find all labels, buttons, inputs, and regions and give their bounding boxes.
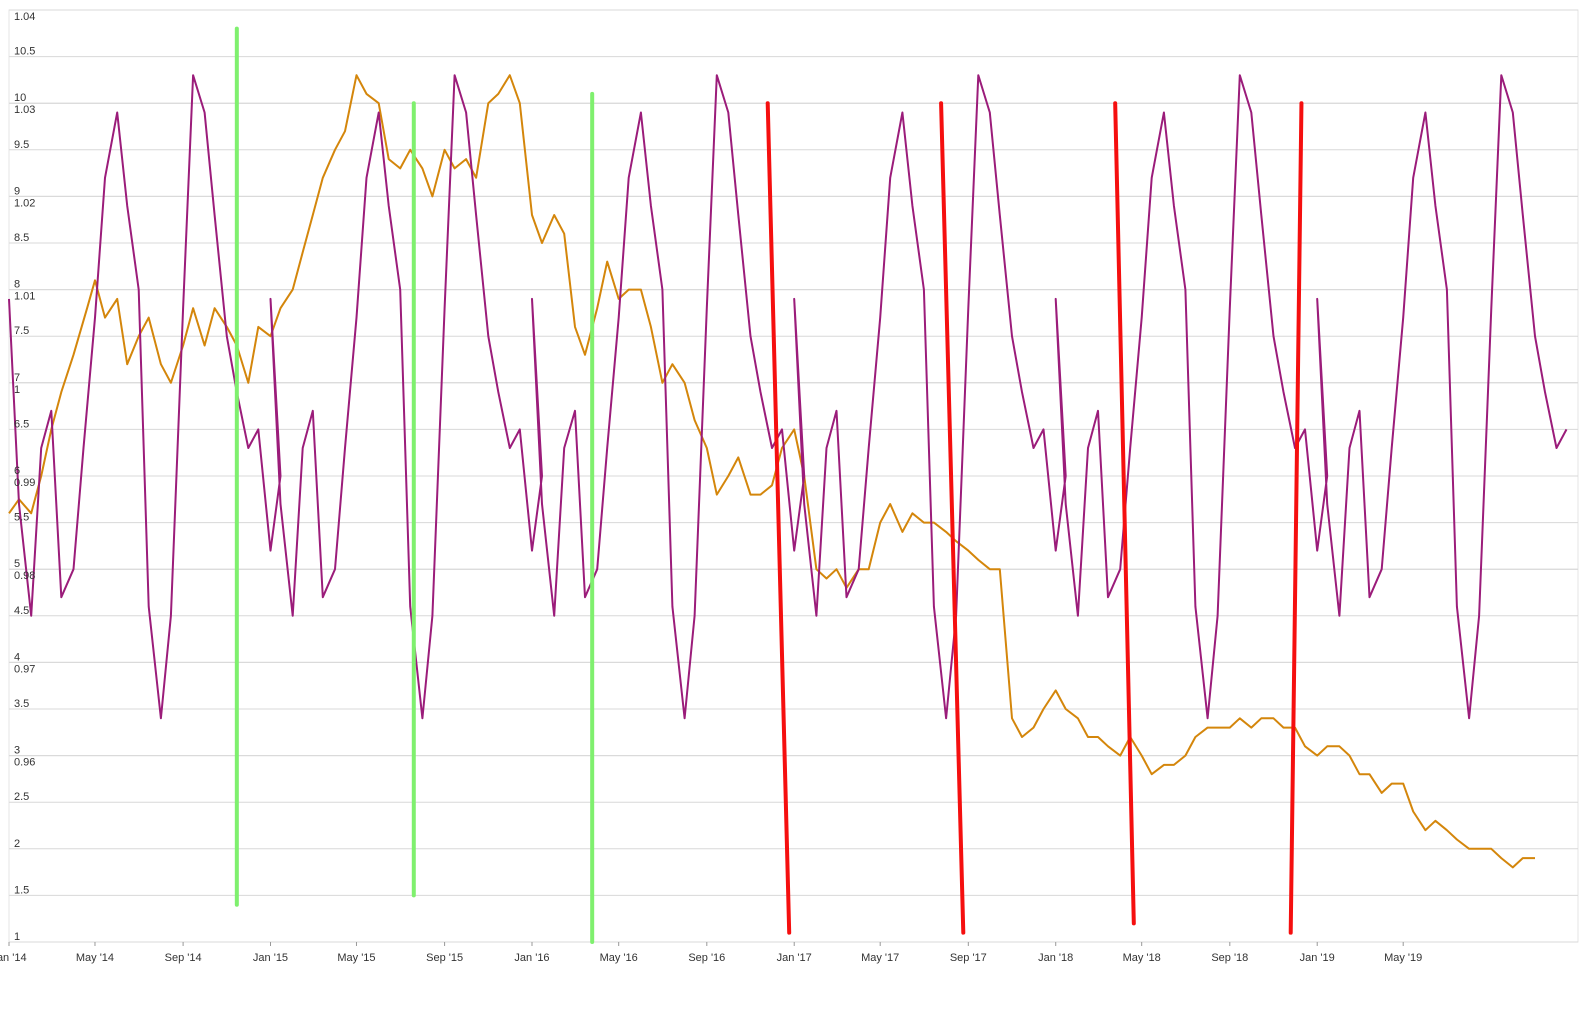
y-tick-label-primary: 2.5 bbox=[14, 791, 29, 803]
y-tick-label-primary: 7.5 bbox=[14, 325, 29, 337]
y-tick-label-primary: 9.5 bbox=[14, 139, 29, 151]
x-tick-label: May '19 bbox=[1384, 952, 1422, 964]
y-tick-label-secondary: 1 bbox=[14, 384, 20, 396]
y-tick-label-primary: 3.5 bbox=[14, 698, 29, 710]
x-tick-label: Sep '17 bbox=[950, 952, 987, 964]
x-tick-label: Jan '17 bbox=[777, 952, 812, 964]
y-tick-label-primary: 4 bbox=[14, 651, 20, 663]
axes: 11.522.533.544.555.566.577.588.599.51010… bbox=[0, 11, 1422, 964]
x-tick-label: May '15 bbox=[337, 952, 375, 964]
y-tick-label-primary: 8.5 bbox=[14, 232, 29, 244]
x-tick-label: Sep '14 bbox=[165, 952, 202, 964]
y-tick-label-primary: 7 bbox=[14, 372, 20, 384]
x-tick-label: Jan '14 bbox=[0, 952, 27, 964]
y-tick-label-primary: 6.5 bbox=[14, 418, 29, 430]
annotation-line-6 bbox=[1113, 101, 1136, 926]
y-tick-label-primary: 1 bbox=[14, 931, 20, 943]
x-tick-label: Sep '16 bbox=[688, 952, 725, 964]
x-tick-label: May '18 bbox=[1123, 952, 1161, 964]
y-tick-label-secondary: 0.99 bbox=[14, 477, 35, 489]
y-tick-label-secondary: 0.96 bbox=[14, 757, 35, 769]
y-tick-label-primary: 9 bbox=[14, 185, 20, 197]
annotation-line-4 bbox=[765, 101, 792, 935]
y-tick-label-primary: 5.5 bbox=[14, 512, 29, 524]
x-tick-label: May '16 bbox=[600, 952, 638, 964]
y-tick-label-secondary: 0.98 bbox=[14, 570, 35, 582]
series-line-1 bbox=[8, 74, 1535, 869]
x-tick-label: Sep '18 bbox=[1211, 952, 1248, 964]
x-tick-label: Sep '15 bbox=[426, 952, 463, 964]
series-group bbox=[8, 74, 1568, 869]
y-tick-label-primary: 6 bbox=[14, 465, 20, 477]
x-tick-label: Jan '19 bbox=[1300, 952, 1335, 964]
y-tick-label-secondary: 1.04 bbox=[14, 11, 35, 23]
y-tick-label-primary: 10 bbox=[14, 92, 26, 104]
y-tick-label-primary: 3 bbox=[14, 745, 20, 757]
x-tick-label: May '14 bbox=[76, 952, 114, 964]
y-tick-label-primary: 8 bbox=[14, 279, 20, 291]
y-tick-label-secondary: 1.01 bbox=[14, 291, 35, 303]
annotation-line-5 bbox=[939, 101, 966, 935]
y-tick-label-secondary: 0.97 bbox=[14, 663, 35, 675]
x-tick-label: Jan '16 bbox=[514, 952, 549, 964]
y-tick-label-secondary: 1.02 bbox=[14, 197, 35, 209]
annotation-group bbox=[234, 26, 1304, 944]
annotation-line-7 bbox=[1288, 101, 1304, 935]
x-tick-label: Jan '18 bbox=[1038, 952, 1073, 964]
grid bbox=[9, 9, 1578, 943]
y-tick-label-primary: 4.5 bbox=[14, 605, 29, 617]
y-tick-label-primary: 5 bbox=[14, 558, 20, 570]
x-tick-label: May '17 bbox=[861, 952, 899, 964]
y-tick-label-secondary: 1.03 bbox=[14, 104, 35, 116]
y-tick-label-primary: 2 bbox=[14, 838, 20, 850]
series-line-2 bbox=[8, 74, 1568, 720]
y-tick-label-primary: 1.5 bbox=[14, 884, 29, 896]
x-tick-label: Jan '15 bbox=[253, 952, 288, 964]
y-tick-label-primary: 10.5 bbox=[14, 46, 35, 58]
